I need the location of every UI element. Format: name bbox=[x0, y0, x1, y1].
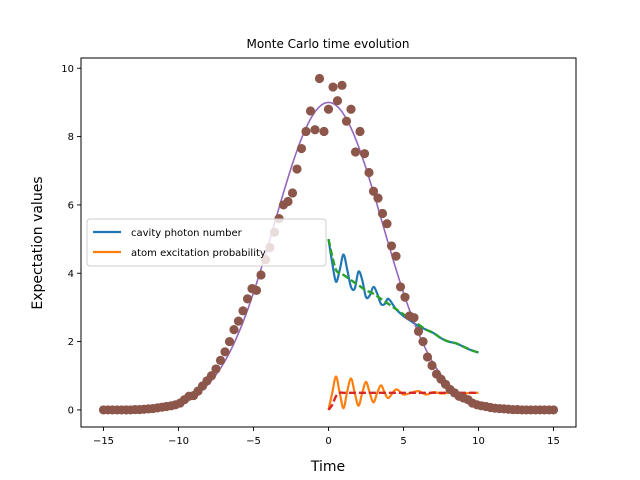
legend-label-cavity: cavity photon number bbox=[131, 228, 243, 239]
sample-point bbox=[296, 143, 307, 154]
sample-point bbox=[341, 116, 352, 126]
cavity-photon-average-line bbox=[327, 238, 479, 354]
sample-point bbox=[427, 360, 437, 371]
x-tick-label: 10 bbox=[472, 436, 485, 447]
sample-point bbox=[233, 316, 244, 326]
sample-point bbox=[413, 326, 424, 336]
legend-frame bbox=[86, 218, 327, 267]
y-tick-label: 4 bbox=[68, 269, 74, 280]
sample-point bbox=[359, 149, 370, 159]
sample-point bbox=[238, 306, 248, 316]
sample-point bbox=[242, 294, 253, 304]
sample-point bbox=[310, 125, 320, 135]
sample-point bbox=[251, 285, 262, 295]
sample-point bbox=[283, 196, 293, 207]
sample-point bbox=[332, 96, 343, 106]
sample-point bbox=[409, 313, 419, 323]
sample-point bbox=[211, 364, 221, 374]
sample-point bbox=[391, 251, 401, 261]
y-tick-label: 6 bbox=[68, 200, 74, 211]
sample-point bbox=[368, 186, 379, 196]
sample-point bbox=[400, 292, 410, 302]
x-tick-label: −10 bbox=[168, 436, 189, 447]
sample-point bbox=[314, 73, 325, 84]
sample-point bbox=[229, 325, 239, 335]
sample-point bbox=[301, 126, 311, 137]
chart-title: Monte Carlo time evolution bbox=[246, 37, 409, 51]
sample-point bbox=[418, 336, 428, 347]
y-tick-label: 10 bbox=[61, 64, 74, 75]
y-tick-label: 2 bbox=[68, 337, 74, 348]
cavity-photon-number-line bbox=[327, 238, 479, 354]
x-axis: −15 −10 −5 0 5 10 15 bbox=[93, 427, 560, 447]
sample-point bbox=[350, 147, 361, 157]
sample-point bbox=[337, 80, 347, 90]
sample-point bbox=[355, 126, 365, 137]
sample-point bbox=[292, 164, 302, 174]
sample-point bbox=[346, 104, 356, 114]
sample-point bbox=[373, 193, 383, 203]
sample-point bbox=[224, 336, 235, 347]
sample-point bbox=[323, 104, 334, 114]
sample-point bbox=[256, 270, 266, 280]
sample-point bbox=[548, 405, 559, 415]
y-axis-label: Expectation values bbox=[30, 176, 46, 309]
sample-point bbox=[395, 282, 406, 292]
sample-point bbox=[364, 167, 374, 178]
sample-point bbox=[386, 241, 397, 251]
sample-point bbox=[382, 219, 392, 229]
x-tick-label: 15 bbox=[547, 436, 560, 447]
y-tick-label: 8 bbox=[68, 132, 74, 143]
x-tick-label: −15 bbox=[93, 436, 114, 447]
sample-point bbox=[287, 188, 298, 198]
sample-point bbox=[220, 347, 230, 357]
sample-point bbox=[215, 355, 226, 365]
sample-point bbox=[305, 106, 316, 116]
sample-point bbox=[206, 371, 217, 381]
x-tick-label: 0 bbox=[325, 436, 331, 447]
legend-label-atom: atom excitation probability bbox=[131, 248, 266, 259]
sample-point bbox=[422, 352, 433, 362]
sample-point bbox=[319, 126, 329, 137]
plot-area bbox=[80, 57, 577, 428]
x-axis-label: Time bbox=[310, 459, 345, 475]
x-tick-label: 5 bbox=[400, 436, 406, 447]
y-tick-label: 0 bbox=[68, 405, 74, 416]
legend: cavity photon number atom excitation pro… bbox=[86, 218, 327, 267]
atom-excitation-average-line bbox=[327, 391, 479, 411]
y-axis: 0 2 4 6 8 10 bbox=[61, 64, 81, 416]
sample-point bbox=[328, 82, 338, 92]
x-tick-label: −5 bbox=[246, 436, 261, 447]
sample-point bbox=[377, 208, 388, 219]
